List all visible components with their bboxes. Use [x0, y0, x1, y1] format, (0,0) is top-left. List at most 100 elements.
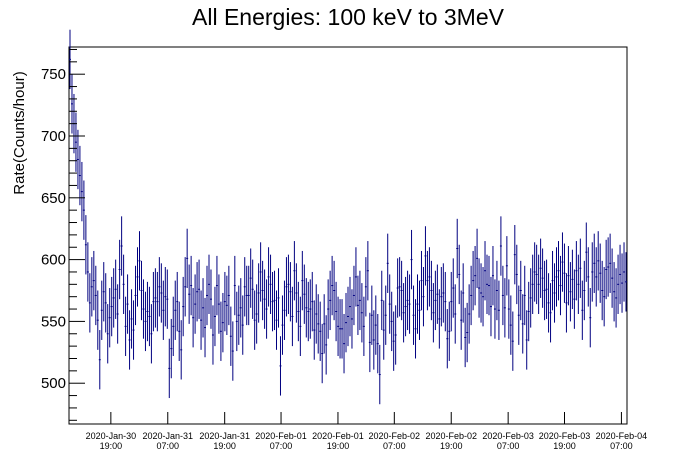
- data-point: [190, 255, 193, 316]
- data-point: [124, 296, 127, 357]
- data-point: [561, 232, 564, 292]
- data-point: [267, 247, 270, 307]
- data-point: [370, 285, 373, 345]
- data-point: [341, 299, 344, 359]
- data-point: [390, 291, 393, 352]
- data-point: [215, 255, 218, 316]
- x-tick-label-time: 07:00: [270, 441, 293, 451]
- data-point: [418, 280, 421, 340]
- data-point: [595, 247, 598, 307]
- data-point: [454, 284, 457, 344]
- data-point: [313, 300, 316, 360]
- data-point: [275, 290, 278, 350]
- data-point: [386, 233, 389, 293]
- x-tick-label-time: 19:00: [213, 441, 236, 451]
- data-point: [84, 215, 87, 275]
- data-point: [525, 310, 528, 370]
- data-point: [285, 257, 288, 317]
- data-point: [345, 292, 348, 353]
- data-point: [555, 247, 558, 307]
- x-tick-label-date: 2020-Feb-03: [539, 431, 591, 441]
- data-point: [470, 265, 473, 326]
- data-point: [531, 254, 534, 314]
- data-point: [269, 254, 272, 314]
- data-point: [515, 244, 518, 305]
- data-point: [144, 291, 147, 352]
- chart-title: All Energies: 100 keV to 3MeV: [192, 4, 504, 30]
- data-point: [444, 271, 447, 332]
- data-point: [249, 248, 252, 308]
- data-point: [323, 294, 326, 354]
- data-point: [337, 296, 340, 357]
- y-tick-label: 500: [41, 375, 66, 392]
- x-tick-label-date: 2020-Feb-01: [312, 431, 364, 441]
- data-point: [619, 244, 622, 305]
- data-point: [88, 273, 91, 333]
- data-point: [265, 279, 268, 339]
- data-point: [547, 273, 550, 333]
- data-point: [408, 274, 411, 334]
- data-points: [69, 29, 627, 405]
- data-point: [299, 296, 302, 357]
- data-point: [229, 306, 232, 366]
- data-point: [182, 276, 185, 337]
- data-point: [529, 268, 532, 328]
- data-point: [589, 288, 592, 348]
- data-point: [295, 263, 298, 323]
- data-point: [136, 247, 139, 307]
- data-point: [104, 273, 107, 333]
- data-point: [204, 297, 207, 358]
- data-point: [325, 315, 328, 375]
- data-point: [333, 260, 336, 321]
- data-point: [625, 252, 627, 312]
- data-point: [452, 258, 455, 318]
- data-point: [108, 288, 111, 348]
- data-point: [366, 241, 369, 301]
- data-point: [80, 161, 83, 222]
- data-point: [120, 216, 123, 276]
- data-point: [394, 305, 397, 365]
- data-point: [505, 236, 508, 296]
- y-tick-label: 650: [41, 190, 66, 207]
- data-point: [521, 294, 524, 354]
- data-point: [617, 254, 620, 314]
- data-point: [430, 260, 433, 321]
- data-point: [575, 241, 578, 301]
- data-point: [128, 310, 131, 370]
- data-point: [478, 258, 481, 318]
- data-point: [192, 288, 195, 348]
- data-point: [247, 265, 250, 326]
- data-point: [545, 259, 548, 319]
- data-point: [380, 270, 383, 331]
- data-point: [426, 250, 429, 311]
- data-point: [188, 264, 191, 324]
- data-point: [593, 233, 596, 293]
- data-point: [468, 284, 471, 344]
- data-point: [321, 323, 324, 384]
- data-point: [511, 311, 514, 371]
- data-point: [376, 313, 379, 374]
- data-point: [303, 264, 306, 324]
- data-point: [476, 228, 479, 289]
- data-point: [253, 290, 256, 350]
- data-point: [92, 250, 95, 311]
- data-point: [217, 274, 220, 334]
- data-point: [69, 29, 71, 90]
- data-point: [311, 271, 314, 332]
- data-point: [255, 284, 258, 344]
- data-point: [86, 242, 89, 302]
- data-point: [450, 271, 453, 332]
- data-point: [259, 242, 262, 302]
- data-point: [76, 129, 79, 190]
- data-point: [219, 301, 222, 361]
- data-point: [487, 255, 490, 316]
- data-point: [402, 283, 405, 343]
- data-point: [535, 244, 538, 305]
- data-point: [557, 241, 560, 301]
- data-point: [410, 229, 413, 290]
- data-point: [388, 274, 391, 334]
- data-point: [553, 263, 556, 323]
- data-point: [243, 257, 246, 317]
- data-point: [162, 280, 165, 340]
